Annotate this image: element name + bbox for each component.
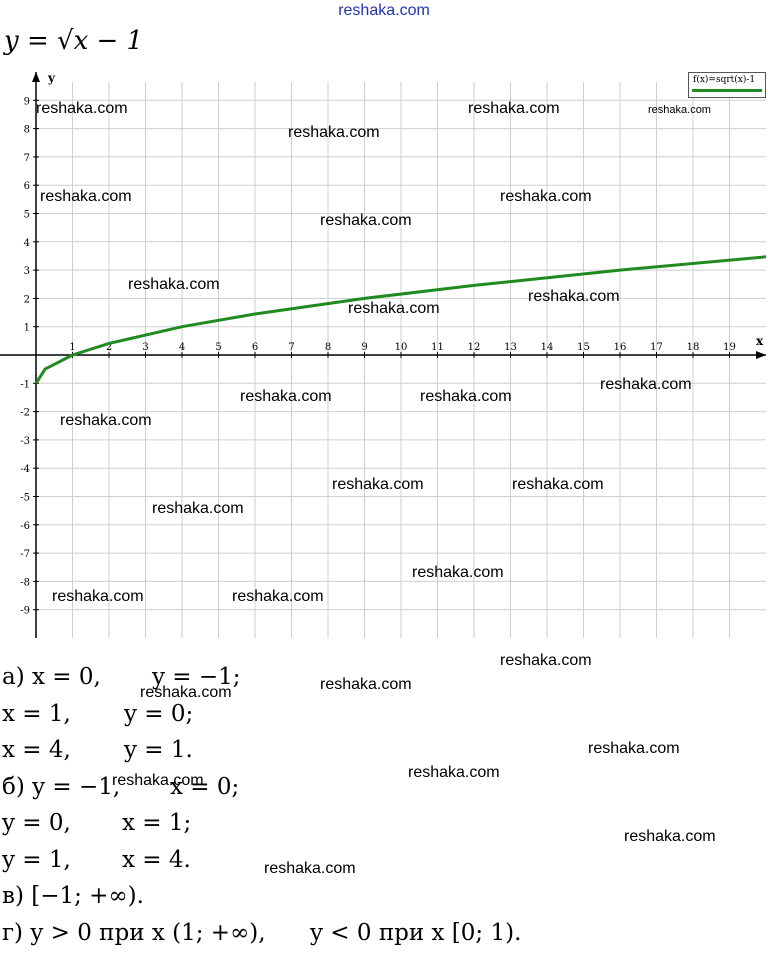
answer-right: y = 0; <box>124 700 194 727</box>
x-tick-label: 9 <box>361 342 367 353</box>
watermark: reshaka.com <box>128 276 220 293</box>
axes <box>0 72 766 638</box>
grid-lines <box>36 82 766 638</box>
x-tick-label: 6 <box>252 342 258 353</box>
x-tick-label: 4 <box>179 342 185 353</box>
x-tick-label: 10 <box>395 342 408 353</box>
y-tick-label: -4 <box>20 464 30 475</box>
y-tick-label: 4 <box>24 238 30 249</box>
watermark: reshaka.com <box>240 388 332 405</box>
y-tick-label: -3 <box>20 436 30 447</box>
y-tick-label: 3 <box>24 266 30 277</box>
answer-left: г) y > 0 при x (1; +∞), <box>2 919 266 946</box>
watermark: reshaka.com <box>500 188 592 205</box>
y-axis-arrow <box>32 72 40 82</box>
x-tick-label: 14 <box>541 342 554 353</box>
y-tick-label: 7 <box>24 153 30 164</box>
watermark: reshaka.com <box>264 860 356 877</box>
site-link[interactable]: reshaka.com <box>338 2 430 19</box>
watermark: reshaka.com <box>60 412 152 429</box>
watermark: reshaka.com <box>348 300 440 317</box>
watermark: reshaka.com <box>288 124 380 141</box>
legend: f(x)=sqrt(x)-1 <box>688 72 766 98</box>
watermark: reshaka.com <box>152 500 244 517</box>
watermark: reshaka.com <box>140 684 232 701</box>
y-tick-label: -7 <box>20 549 30 560</box>
x-tick-label: 8 <box>325 342 331 353</box>
x-tick-label: 15 <box>577 342 590 353</box>
y-tick-label: 8 <box>24 125 30 136</box>
answer-left: в) [−1; +∞). <box>2 883 144 909</box>
y-tick-label: 5 <box>24 210 30 221</box>
answer-right: y = 1. <box>124 737 193 763</box>
watermark: reshaka.com <box>528 288 620 305</box>
answer-left: б) y = −1, <box>2 773 121 800</box>
answer-right: x = 4. <box>122 846 191 873</box>
function-formula: y = √x − 1 <box>4 26 144 56</box>
series-line <box>34 255 767 385</box>
answer-right: y < 0 при x [0; 1). <box>310 919 522 946</box>
answer-left: y = 0, <box>2 810 71 836</box>
y-tick-label: -1 <box>20 379 30 390</box>
answer-right: y = −1; <box>152 664 241 690</box>
answer-right: x = 0; <box>170 773 240 800</box>
y-tick-label: -8 <box>20 577 30 588</box>
watermark: reshaka.com <box>320 212 412 229</box>
x-tick-label: 1 <box>69 342 75 353</box>
x-tick-label: 19 <box>723 342 736 353</box>
watermark: reshaka.com <box>112 772 204 789</box>
y-tick-label: -6 <box>20 521 30 532</box>
function-graph: xy1 2 3 4 5 6 7 8 9 10 11 12 13 14 15 16 17 18 19987654321… <box>0 71 767 638</box>
y-tick-label: 9 <box>24 96 30 107</box>
x-tick-label: 3 <box>142 342 148 353</box>
watermark: reshaka.com <box>320 676 412 693</box>
x-tick-label: 2 <box>106 342 112 353</box>
answer-left: x = 1, <box>2 700 71 727</box>
y-tick-label: 6 <box>24 181 30 192</box>
answer-left: а) x = 0, <box>2 664 101 690</box>
legend-swatch <box>692 89 762 92</box>
watermark: reshaka.com <box>412 564 504 581</box>
legend-label: f(x)=sqrt(x)-1 <box>693 75 756 85</box>
watermark: reshaka.com <box>512 476 604 493</box>
watermark: reshaka.com <box>468 100 560 117</box>
y-tick-label: -5 <box>20 493 30 504</box>
x-tick-label: 7 <box>288 342 294 353</box>
x-tick-label: 13 <box>504 342 517 353</box>
answer-left: x = 4, <box>2 737 71 763</box>
watermark: reshaka.com <box>600 376 692 393</box>
x-axis-arrow <box>756 351 766 359</box>
watermark: reshaka.com <box>588 740 680 757</box>
x-tick-label: 5 <box>215 342 221 353</box>
x-tick-label: 17 <box>650 342 663 353</box>
answer-right: x = 1; <box>122 810 192 836</box>
y-tick-label: -2 <box>20 408 30 419</box>
tick-labels: xy1 2 3 4 5 6 7 8 9 10 11 12 13 14 15 16 17 18 19987654321… <box>20 71 764 617</box>
y-tick-label: 1 <box>24 323 30 334</box>
watermark: reshaka.com <box>36 100 128 117</box>
y-tick-label: 2 <box>24 294 30 305</box>
x-tick-label: 18 <box>687 342 700 353</box>
watermark: reshaka.com <box>232 588 324 605</box>
watermark: reshaka.com <box>40 188 132 205</box>
watermark: reshaka.com <box>648 104 711 116</box>
watermark: reshaka.com <box>500 652 592 669</box>
x-tick-label: 16 <box>614 342 627 353</box>
watermark: reshaka.com <box>332 476 424 493</box>
watermark: reshaka.com <box>624 828 716 845</box>
answer-left: y = 1, <box>2 846 71 873</box>
watermark: reshaka.com <box>52 588 144 605</box>
series-lines <box>34 255 767 385</box>
x-tick-label: 11 <box>431 342 444 353</box>
y-tick-label: -9 <box>20 606 30 617</box>
x-axis-label: x <box>756 334 764 348</box>
x-tick-label: 12 <box>468 342 481 353</box>
watermark: reshaka.com <box>420 388 512 405</box>
y-axis-label: y <box>47 71 56 85</box>
watermark: reshaka.com <box>408 764 500 781</box>
